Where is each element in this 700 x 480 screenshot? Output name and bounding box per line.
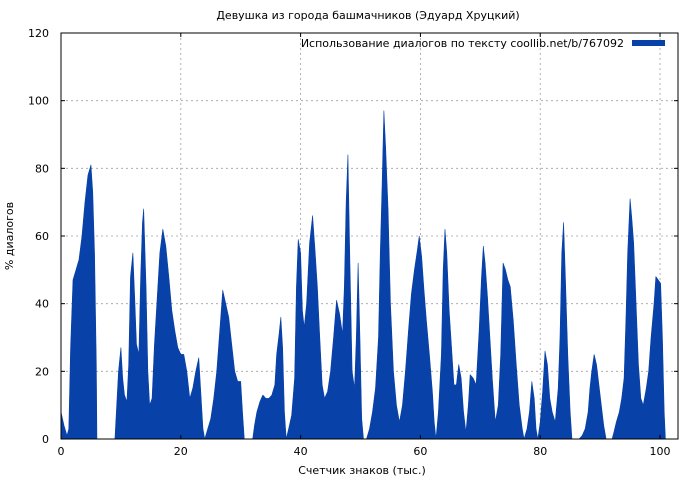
x-axis-label: Счетчик знаков (тыс.) bbox=[298, 464, 426, 477]
series-area-0 bbox=[60, 110, 666, 440]
x-tick-label: 60 bbox=[413, 445, 427, 458]
x-tick-label: 40 bbox=[294, 445, 308, 458]
y-axis-label: % диалогов bbox=[3, 202, 16, 270]
x-tick-label: 100 bbox=[650, 445, 671, 458]
x-tick-label: 20 bbox=[174, 445, 188, 458]
series-area-layer bbox=[60, 110, 666, 440]
y-tick-label: 40 bbox=[35, 298, 49, 311]
y-tick-label: 100 bbox=[28, 95, 49, 108]
legend-swatch bbox=[632, 40, 665, 46]
y-tick-label: 60 bbox=[35, 230, 49, 243]
chart-title: Девушка из города башмачников (Эдуард Хр… bbox=[216, 9, 519, 22]
x-tick-label: 80 bbox=[533, 445, 547, 458]
y-tick-label: 120 bbox=[28, 27, 49, 40]
legend-label: Использование диалогов по тексту coollib… bbox=[301, 37, 624, 50]
y-tick-label: 80 bbox=[35, 162, 49, 175]
x-tick-label: 0 bbox=[58, 445, 65, 458]
tick-layer: 0 20 40 60 80 100 0 20 40 60 80 100 120 bbox=[28, 27, 678, 458]
y-tick-label: 0 bbox=[42, 433, 49, 446]
legend: Использование диалогов по тексту coollib… bbox=[301, 37, 665, 50]
y-tick-label: 20 bbox=[35, 365, 49, 378]
